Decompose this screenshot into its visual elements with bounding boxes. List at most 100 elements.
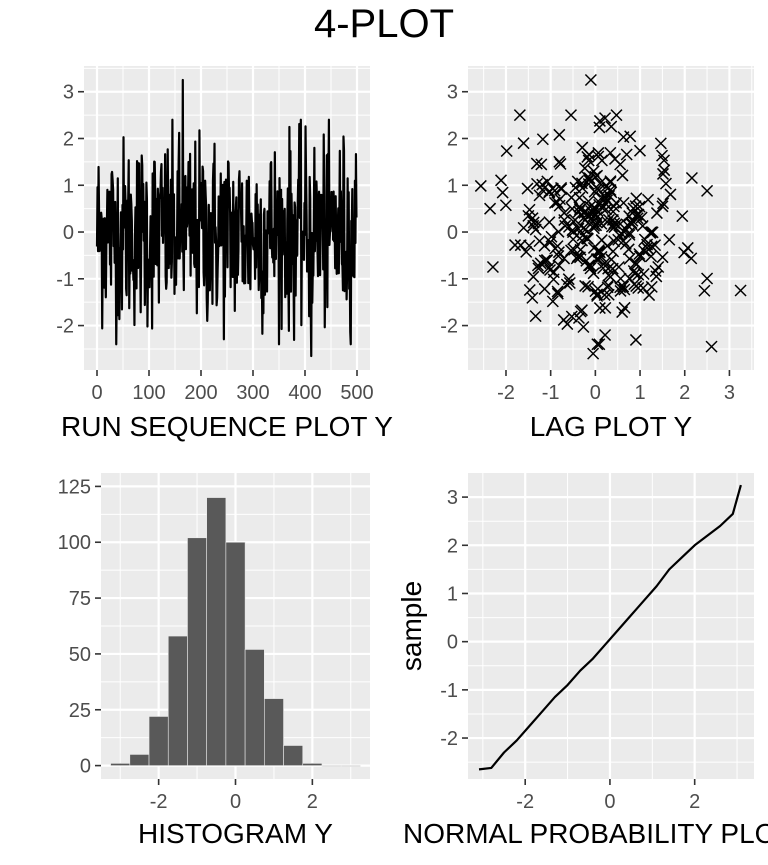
histogram-bar — [187, 537, 207, 766]
plot-area — [110, 497, 361, 767]
lag-point — [536, 183, 549, 197]
lag-point — [623, 252, 636, 265]
lag-point — [664, 188, 677, 201]
lag-point — [553, 259, 566, 272]
run-sequence-line — [95, 78, 358, 358]
lag-point — [657, 197, 670, 210]
plot-area — [95, 78, 358, 358]
lag-point — [590, 211, 604, 224]
lag-point — [601, 239, 614, 252]
lag-point — [676, 210, 689, 223]
y-tick-label: 125 — [58, 476, 91, 498]
lag-point — [565, 244, 578, 257]
lag-point — [521, 182, 534, 195]
lag-point — [581, 150, 594, 163]
lag-point — [527, 216, 540, 229]
lag-point — [577, 320, 590, 334]
lag-point — [494, 174, 508, 187]
lag-point — [599, 328, 612, 342]
lag-point — [628, 267, 642, 280]
y-tick-label: 1 — [63, 175, 74, 197]
lag-point — [629, 200, 642, 213]
y-tick-label: 2 — [447, 128, 458, 150]
lag-point — [538, 282, 551, 295]
y-tick-label: -2 — [440, 316, 458, 338]
plot-area — [478, 484, 742, 771]
lag-point — [654, 137, 667, 150]
lag-point — [558, 252, 571, 265]
x-tick-label: 0 — [230, 791, 241, 813]
lag-point — [484, 202, 497, 215]
lag-point — [599, 301, 612, 314]
lag-point — [685, 252, 698, 265]
lag-point — [656, 149, 669, 162]
histogram-bar — [206, 497, 227, 766]
lag-point — [626, 206, 639, 219]
lag-point — [474, 179, 487, 192]
lag-point — [593, 196, 606, 209]
lag-point — [582, 154, 595, 167]
lag-point — [526, 291, 539, 304]
lag-point — [618, 283, 631, 296]
lag-point — [656, 200, 669, 213]
lag-point — [582, 280, 595, 293]
lag-point — [656, 251, 669, 264]
lag-point — [529, 223, 542, 236]
lag-point — [562, 273, 575, 286]
y-tick-label: 100 — [58, 532, 91, 554]
lag-point — [635, 211, 648, 224]
lag-point — [589, 285, 602, 298]
lag-point — [605, 186, 618, 199]
lag-point — [553, 128, 566, 141]
lag-point — [554, 157, 567, 170]
lag-point — [563, 276, 576, 290]
lag-point — [565, 191, 578, 204]
x-tick-label: -2 — [516, 791, 534, 813]
lag-point — [592, 146, 605, 159]
lag-point — [575, 234, 589, 247]
lag-point — [543, 216, 556, 229]
x-tick-label: 300 — [236, 382, 269, 404]
lag-point — [587, 241, 600, 254]
lag-point — [569, 181, 582, 194]
lag-point — [608, 152, 622, 165]
lag-point — [602, 213, 615, 226]
lag-point — [630, 258, 643, 271]
histogram-bar — [321, 765, 342, 767]
lag-point — [614, 284, 627, 297]
lag-point — [564, 109, 578, 122]
lag-point — [591, 252, 605, 265]
lag-point — [509, 239, 522, 252]
lag-point — [541, 175, 554, 188]
y-tick-label: 75 — [69, 588, 91, 610]
lag-point — [520, 245, 533, 258]
lag-point — [587, 267, 600, 280]
lag-point — [582, 259, 595, 272]
x-tick-label: 500 — [340, 382, 373, 404]
y-tick-label: 25 — [69, 700, 91, 722]
x-tick-label: 2 — [679, 382, 690, 404]
normal-probability-panel: -2 0 2 -2 -1 0 1 2 3 sample NORMAL PROBABILITY PLO… — [396, 473, 768, 849]
lag-point — [642, 193, 655, 206]
lag-point — [605, 220, 618, 233]
lag-point — [698, 284, 711, 297]
lag-point — [584, 259, 597, 272]
lag-point — [500, 144, 513, 158]
x-axis-label: RUN SEQUENCE PLOT Y — [61, 411, 393, 442]
plot-area — [474, 74, 747, 360]
y-axis-label: sample — [396, 581, 427, 671]
histogram-bar — [110, 763, 131, 766]
histogram-panel: -2 0 2 0 25 50 75 100 125 HISTOGRAM Y — [58, 473, 370, 849]
lag-point — [633, 250, 646, 263]
lag-point — [625, 218, 638, 231]
y-tick-label: 1 — [447, 175, 458, 197]
lag-point — [578, 162, 591, 175]
lag-point — [629, 333, 642, 346]
histogram-bar — [264, 698, 284, 766]
lag-point — [579, 279, 592, 292]
x-tick-label: 400 — [288, 382, 321, 404]
y-tick-label: 0 — [447, 222, 458, 244]
y-tick-label: 0 — [447, 632, 458, 654]
lag-point — [523, 239, 536, 252]
